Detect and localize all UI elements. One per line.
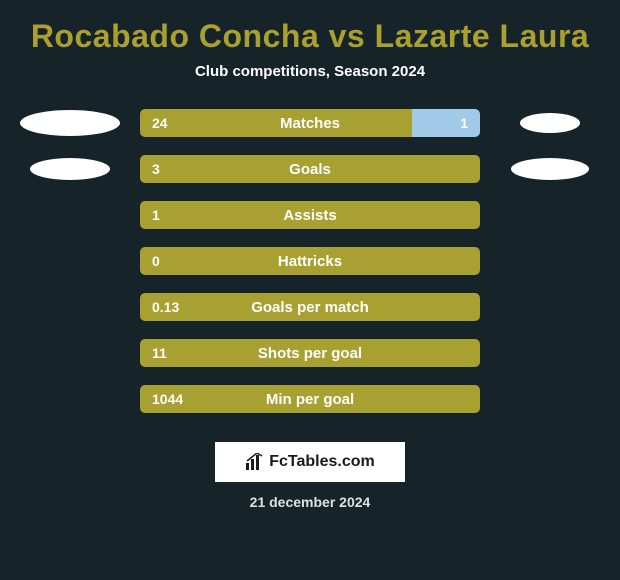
row-side-right	[480, 158, 620, 180]
stat-row: 0Hattricks	[0, 238, 620, 284]
logo-text: FcTables.com	[269, 453, 375, 471]
stat-label: Min per goal	[140, 385, 480, 413]
stat-bar: 1044Min per goal	[140, 385, 480, 413]
row-side-left	[0, 158, 140, 180]
ellipse-marker	[20, 110, 120, 136]
stat-label: Assists	[140, 201, 480, 229]
ellipse-marker	[520, 113, 580, 133]
page-title: Rocabado Concha vs Lazarte Laura	[0, 0, 620, 63]
stat-bar: 11Shots per goal	[140, 339, 480, 367]
stat-row: 1Assists	[0, 192, 620, 238]
stat-rows: 241Matches 3Goals 1Assists 0Hattricks 0.13Go…	[0, 100, 620, 422]
stat-label: Goals	[140, 155, 480, 183]
stat-label: Matches	[140, 109, 480, 137]
page-subtitle: Club competitions, Season 2024	[0, 63, 620, 100]
ellipse-marker	[511, 158, 589, 180]
stat-label: Shots per goal	[140, 339, 480, 367]
stat-row: 0.13Goals per match	[0, 284, 620, 330]
ellipse-marker	[30, 158, 110, 180]
row-side-left	[0, 110, 140, 136]
logo-box: FcTables.com	[215, 442, 405, 482]
stat-row: 11Shots per goal	[0, 330, 620, 376]
date-label: 21 december 2024	[0, 494, 620, 510]
stat-bar: 241Matches	[140, 109, 480, 137]
stat-row: 241Matches	[0, 100, 620, 146]
stat-bar: 0Hattricks	[140, 247, 480, 275]
stat-bar: 0.13Goals per match	[140, 293, 480, 321]
stat-label: Goals per match	[140, 293, 480, 321]
row-side-right	[480, 113, 620, 133]
stat-row: 3Goals	[0, 146, 620, 192]
chart-icon	[245, 453, 265, 471]
stat-row: 1044Min per goal	[0, 376, 620, 422]
stat-bar: 1Assists	[140, 201, 480, 229]
stat-label: Hattricks	[140, 247, 480, 275]
stat-bar: 3Goals	[140, 155, 480, 183]
